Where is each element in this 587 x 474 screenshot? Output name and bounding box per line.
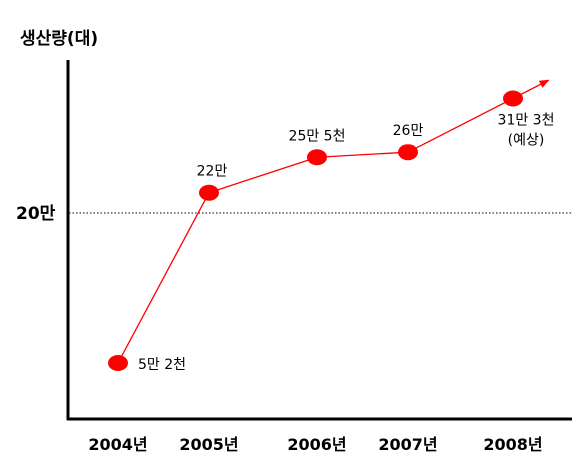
data-label-note: (예상) [508,132,545,148]
data-point-5 [503,90,523,107]
x-tick-label-2: 2005년 [179,435,238,454]
data-point-1 [108,355,128,371]
x-tick-labels: 2004년 2005년 2006년 2007년 2008년 [88,435,542,454]
x-tick-label-3: 2006년 [287,435,346,454]
reference-line-label: 20만 [16,204,56,224]
x-tick-label-1: 2004년 [88,435,147,454]
series-segment-4 [407,97,514,153]
data-labels: 5만 2천 22만 25만 5천 26만 31만 3천 (예상) [138,112,554,373]
data-point-4 [398,144,418,161]
data-label-2: 22만 [197,164,228,180]
data-label-1: 5만 2천 [138,357,186,373]
data-points [108,90,523,371]
series-segment-3 [316,151,409,158]
series-segment-1 [117,192,210,364]
x-tick-label-5: 2008년 [483,435,542,454]
data-label-4: 26만 [393,123,424,139]
series-1 [117,79,550,364]
data-point-3 [307,149,327,166]
y-axis-label: 생산량(대) [20,29,98,49]
series-segment-2 [208,156,318,194]
data-label-3: 25만 5천 [289,128,346,144]
x-tick-label-4: 2007년 [378,435,437,454]
data-label-5: 31만 3천 [498,112,555,128]
data-point-2 [199,184,219,201]
